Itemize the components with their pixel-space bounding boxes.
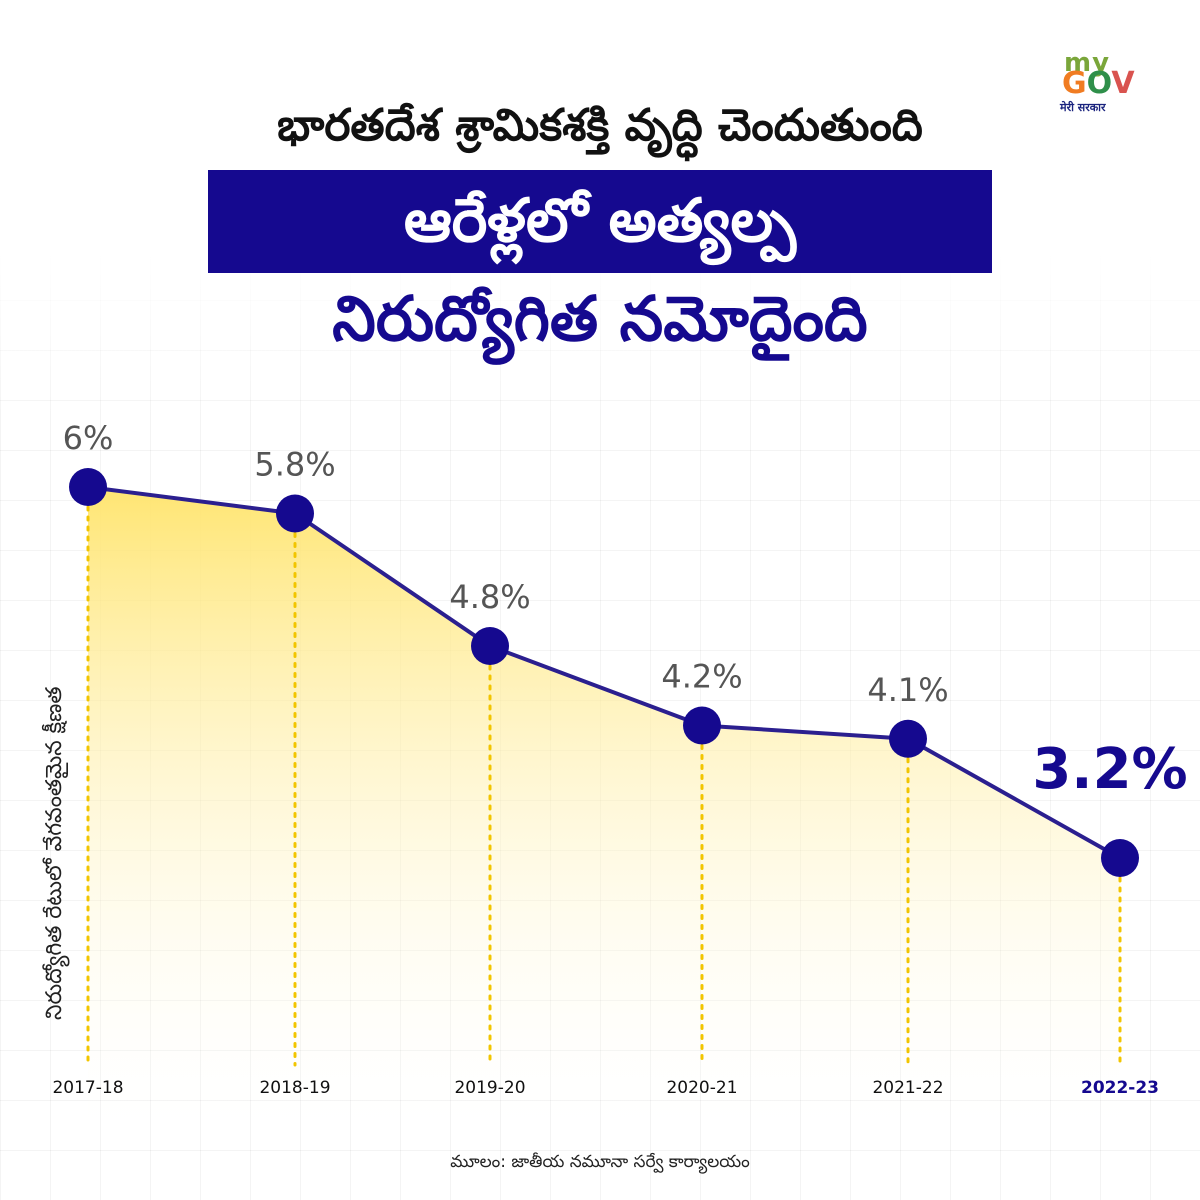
- headline-highlight-band: [208, 170, 992, 273]
- data-label-2021-22: 4.1%: [867, 671, 948, 709]
- logo-subtitle: मेरी सरकार: [1060, 101, 1106, 114]
- headline-line2: ఆరేళ్లలో అత్యల్ప: [403, 186, 797, 256]
- x-tick-2021-22: 2021-22: [872, 1078, 943, 1098]
- area-fill: [88, 487, 1120, 1145]
- headline-line1: భారతదేశ శ్రామికశక్తి వృద్ధి చెందుతుంది: [277, 100, 923, 151]
- x-tick-2019-20: 2019-20: [454, 1078, 525, 1098]
- data-label-2018-19: 5.8%: [254, 446, 335, 484]
- x-tick-2020-21: 2020-21: [666, 1078, 737, 1098]
- data-label-2020-21: 4.2%: [661, 658, 742, 696]
- x-tick-2018-19: 2018-19: [259, 1078, 330, 1098]
- data-point-2021-22: [889, 719, 927, 758]
- data-label-2017-18: 6%: [63, 419, 114, 457]
- mygov-logo: my GOV मेरी सरकार: [1042, 48, 1152, 118]
- data-label-2019-20: 4.8%: [449, 578, 530, 616]
- data-point-2020-21: [683, 706, 721, 745]
- x-tick-2017-18: 2017-18: [52, 1078, 123, 1098]
- y-axis-label: నిరుద్యోగిత రేటులో వేగవంతమైన క్షీణత: [42, 686, 67, 1020]
- headline-line3: నిరుద్యోగిత నమోదైంది: [332, 282, 868, 355]
- data-point-2022-23: [1101, 839, 1139, 877]
- data-point-2017-18: [69, 468, 107, 506]
- x-tick-2022-23: 2022-23: [1081, 1078, 1159, 1098]
- logo-gov: GOV: [1062, 66, 1135, 101]
- source-note: మూలం: జాతీయ నమూనా సర్వే కార్యాలయం: [450, 1152, 750, 1172]
- data-point-2018-19: [276, 494, 314, 533]
- data-point-2019-20: [471, 627, 509, 665]
- logo-my: my: [1064, 48, 1111, 78]
- data-label-2022-23: 3.2%: [1032, 737, 1187, 802]
- series-line: [87, 485, 1121, 860]
